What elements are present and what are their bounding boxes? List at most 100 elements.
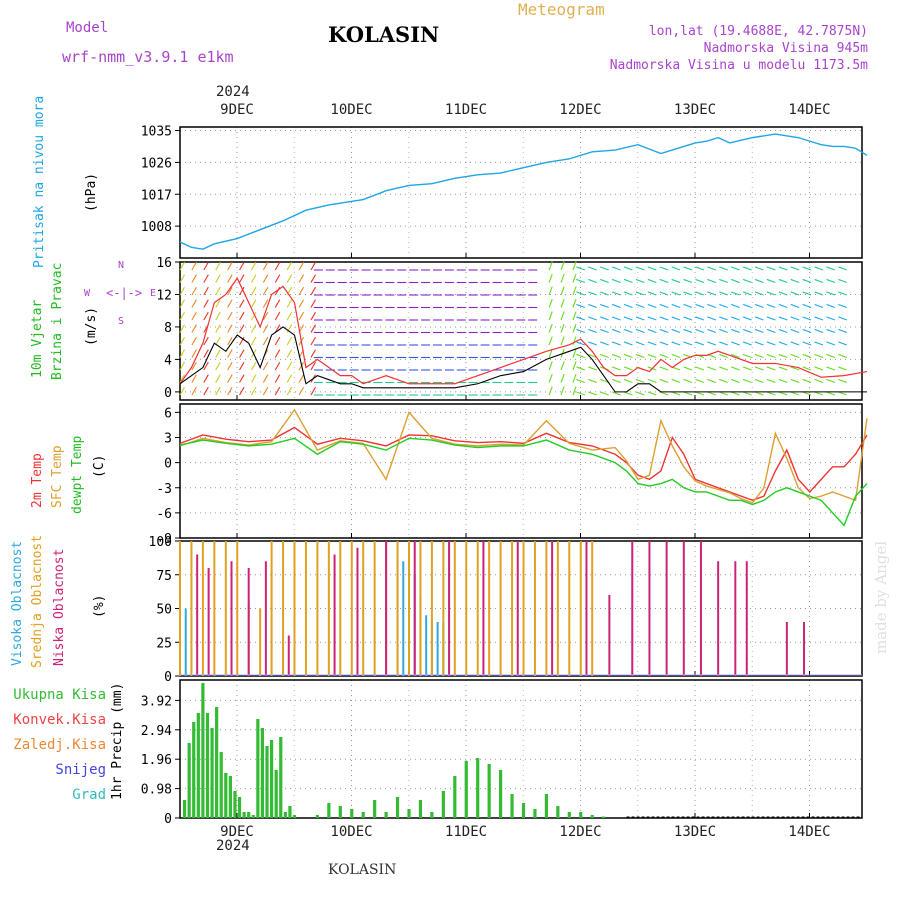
wind-arrow — [239, 386, 245, 396]
wind-arrow — [707, 316, 717, 321]
wind-arrow — [239, 324, 245, 333]
wind-arrow — [560, 273, 565, 283]
wind-arrow — [191, 361, 197, 371]
x-label-bottom: 11DEC — [445, 824, 487, 840]
wind-arrow — [802, 303, 812, 309]
precip-bar — [533, 809, 537, 818]
wind-arrow — [766, 391, 776, 396]
wind-arrow — [671, 303, 681, 309]
wind-arrow — [572, 286, 577, 296]
wind-arrow — [754, 303, 764, 309]
wind-arrow — [766, 303, 776, 309]
wind-arrow — [191, 274, 197, 283]
wind-arrow — [274, 261, 281, 271]
wind-arrow — [250, 374, 257, 383]
wind-arrow — [179, 286, 185, 296]
wind-arrow — [588, 291, 597, 296]
precip-bar — [590, 815, 594, 818]
wind-arrow — [623, 266, 633, 271]
model-label: Model — [66, 20, 109, 36]
wind-arrow — [310, 349, 316, 358]
wind-arrow — [742, 341, 752, 346]
wind-arrow — [719, 378, 728, 384]
precip-bar — [247, 812, 251, 818]
wind-arrow — [742, 366, 752, 371]
wind-arrow — [215, 286, 221, 296]
wind-arrow — [826, 391, 836, 396]
wind-arrow — [310, 386, 316, 396]
x-label-bottom: 14DEC — [788, 824, 830, 840]
x-label-top: 14DEC — [788, 102, 830, 118]
wind-arrow — [262, 286, 269, 296]
wind-arrow — [227, 311, 233, 321]
wind-arrow — [623, 291, 633, 296]
wind-arrow — [683, 316, 693, 321]
wind-arrow — [635, 266, 645, 271]
wind-arrow — [695, 291, 705, 296]
wind-arrow — [731, 316, 740, 321]
wind-arrow — [239, 299, 245, 308]
wind-arrow — [683, 366, 693, 371]
x-label-bottom: 13DEC — [674, 824, 716, 840]
wind-arrow — [671, 353, 681, 359]
wind-arrow — [191, 299, 197, 308]
y-tick-label: 0 — [164, 670, 172, 685]
wind-arrow — [742, 391, 752, 396]
wind-arrow — [766, 291, 776, 296]
wind-arrow — [548, 348, 553, 358]
wind-arrow — [683, 378, 693, 384]
precip-bar — [201, 683, 205, 818]
wind-arrow — [838, 391, 848, 396]
wind-arrow — [227, 386, 233, 396]
wind-arrow — [286, 349, 293, 358]
wind-arrow — [588, 328, 597, 334]
wind-arrow — [298, 274, 305, 283]
wind-arrow — [814, 378, 824, 384]
wind-arrow — [826, 341, 836, 346]
wind-arrow — [215, 386, 221, 396]
year-bottom: 2024 — [216, 838, 250, 854]
wind-arrow — [826, 266, 836, 271]
wind-arrow — [790, 316, 800, 321]
wind-arrow — [227, 286, 233, 296]
wind-arrow — [754, 291, 764, 296]
precip-bar — [260, 728, 265, 818]
wind-compass: N W E S <-|-> — [84, 258, 164, 328]
wind-arrow — [719, 316, 728, 321]
wind-arrow — [742, 328, 752, 334]
wind-arrow — [572, 311, 577, 321]
precip-bar — [224, 773, 228, 818]
wind-arrow — [191, 311, 197, 321]
wind-arrow — [588, 303, 597, 309]
wind-arrow — [671, 266, 681, 271]
wind-arrow — [215, 274, 221, 283]
wind-arrow — [250, 311, 257, 321]
precip-bar — [233, 791, 237, 818]
model-name: wrf-nmm_v3.9.1 e1km — [62, 48, 234, 66]
wind-arrow — [576, 366, 586, 371]
wind-arrow — [814, 341, 824, 346]
wind-arrow — [548, 261, 553, 271]
wind-arrow — [754, 366, 764, 371]
wind-arrow — [572, 348, 577, 358]
wind-arrow — [778, 378, 788, 384]
wind-arrow — [838, 266, 848, 271]
precip-bar — [292, 815, 297, 818]
y-tick-label: 16 — [156, 256, 172, 271]
wind-arrow — [560, 361, 565, 371]
wind-arrow — [179, 299, 185, 308]
wind-arrow — [707, 328, 717, 334]
x-label-top: 11DEC — [445, 102, 487, 118]
wind-arrow — [826, 366, 836, 371]
wind-arrow — [286, 336, 293, 346]
precip-bar — [192, 722, 196, 818]
wind-arrow — [814, 278, 824, 284]
wind-arrow — [659, 291, 669, 296]
wind-arrow — [274, 311, 281, 321]
wind-arrow — [239, 349, 245, 358]
wind-arrow — [560, 311, 565, 321]
wind-arrow — [695, 328, 705, 334]
wind-arrow — [731, 291, 740, 296]
wind-arrow — [600, 341, 609, 346]
wind-arrow — [742, 378, 752, 384]
